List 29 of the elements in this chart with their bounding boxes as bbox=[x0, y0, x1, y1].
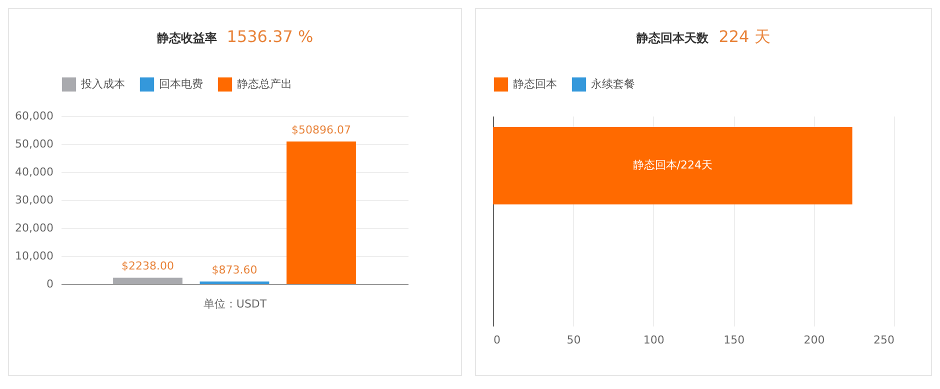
x-tick-label: 200 bbox=[804, 334, 825, 346]
data-label: $50896.07 bbox=[292, 123, 351, 136]
y-tick-label: 0 bbox=[46, 278, 54, 290]
data-label: $2238.00 bbox=[122, 260, 174, 273]
bar bbox=[113, 278, 182, 284]
y-tick-label: 40,000 bbox=[15, 166, 54, 178]
x-tick-label: 0 bbox=[494, 334, 500, 346]
y-tick-label: 30,000 bbox=[15, 194, 54, 206]
y-tick-label: 20,000 bbox=[15, 222, 54, 234]
legend-label: 永续套餐 bbox=[591, 77, 635, 90]
bar bbox=[286, 141, 356, 284]
data-label: 静态回本/224天 bbox=[632, 158, 712, 172]
y-tick-label: 10,000 bbox=[15, 250, 54, 262]
x-tick-label: 150 bbox=[724, 334, 745, 346]
y-tick-label: 60,000 bbox=[15, 110, 54, 122]
x-tick-label: 250 bbox=[874, 334, 894, 346]
legend-label: 静态回本 bbox=[513, 77, 557, 90]
x-axis-title: 单位：USDT bbox=[203, 298, 267, 310]
y-tick-label: 50,000 bbox=[15, 138, 54, 150]
legend-label: 静态总产出 bbox=[237, 77, 292, 90]
chart-title: 静态回本天数 bbox=[636, 31, 709, 45]
x-tick-label: 50 bbox=[566, 334, 581, 346]
data-label: $873.60 bbox=[212, 264, 258, 277]
x-tick-label: 100 bbox=[643, 334, 664, 346]
chart-title: 静态收益率 bbox=[156, 31, 217, 45]
chart-subtitle: 1536.37 % bbox=[226, 27, 314, 46]
legend-label: 回本电费 bbox=[159, 77, 203, 90]
legend-label: 投入成本 bbox=[80, 77, 125, 90]
chart-subtitle: 224 天 bbox=[718, 27, 770, 46]
